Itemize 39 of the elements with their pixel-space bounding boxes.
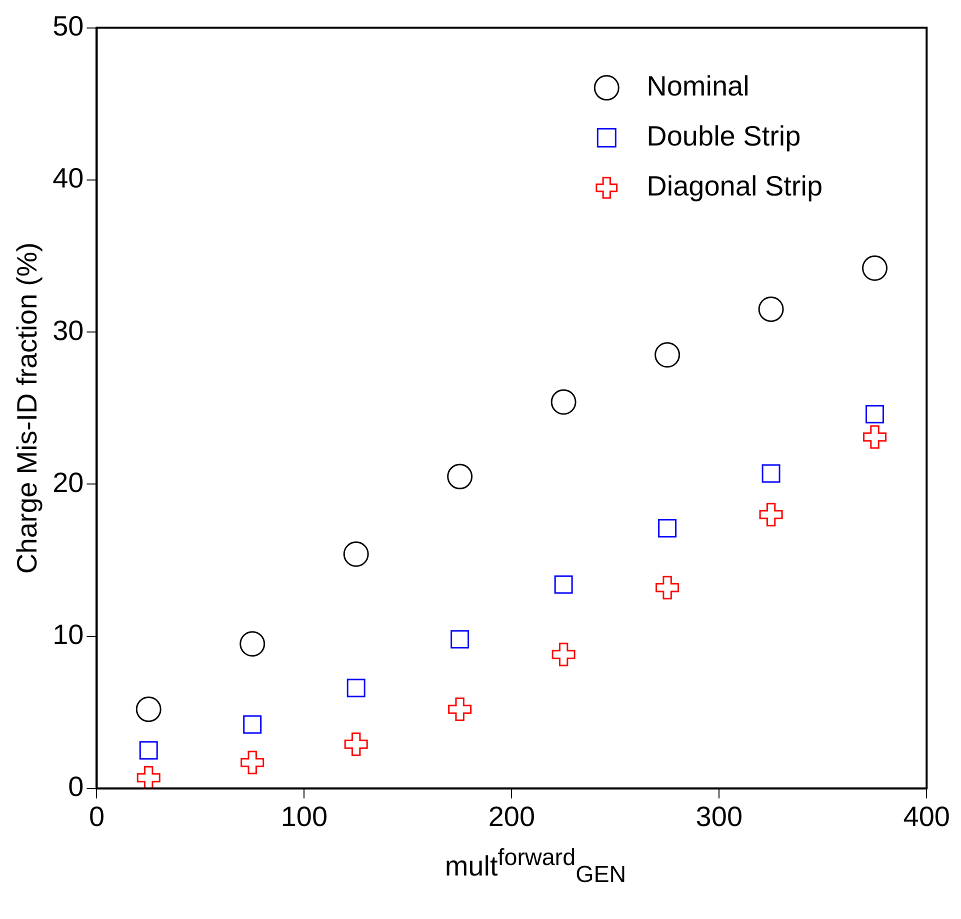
- y-axis-title: Charge Mis-ID fraction (%): [12, 242, 43, 574]
- legend-label: Diagonal Strip: [646, 170, 823, 202]
- point: [139, 741, 158, 760]
- x-tick-label: 400: [903, 800, 950, 832]
- point: [759, 502, 783, 526]
- point: [762, 464, 780, 483]
- point: [447, 464, 473, 490]
- point: [866, 404, 884, 424]
- point: [344, 732, 368, 756]
- point: [448, 698, 472, 722]
- y-tick-label: 50: [52, 10, 84, 42]
- point: [343, 541, 369, 567]
- point: [863, 425, 887, 449]
- point: [862, 255, 888, 281]
- point: [450, 630, 470, 649]
- x-tick-label: 200: [488, 800, 536, 832]
- point: [243, 715, 262, 734]
- point: [552, 642, 576, 666]
- y-tick-label: 20: [52, 466, 84, 498]
- point: [656, 576, 680, 600]
- y-tick-label: 30: [52, 314, 84, 346]
- point: [758, 296, 784, 322]
- point: [136, 766, 160, 790]
- y-tick-label: 0: [68, 771, 84, 802]
- point: [136, 696, 162, 722]
- point: [240, 631, 266, 657]
- point: [240, 750, 264, 774]
- y-tick-label: 40: [52, 162, 84, 194]
- x-tick-label: 100: [280, 800, 328, 832]
- y-tick-label: 10: [52, 619, 84, 650]
- point: [550, 389, 576, 415]
- point: [658, 519, 677, 538]
- x-tick-label: 0: [88, 800, 105, 832]
- legend-label: Double Strip: [646, 120, 801, 152]
- point: [554, 575, 573, 594]
- x-tick-label: 300: [696, 800, 743, 832]
- point: [654, 342, 680, 368]
- legend-label: Nominal: [646, 70, 750, 102]
- point: [346, 678, 366, 698]
